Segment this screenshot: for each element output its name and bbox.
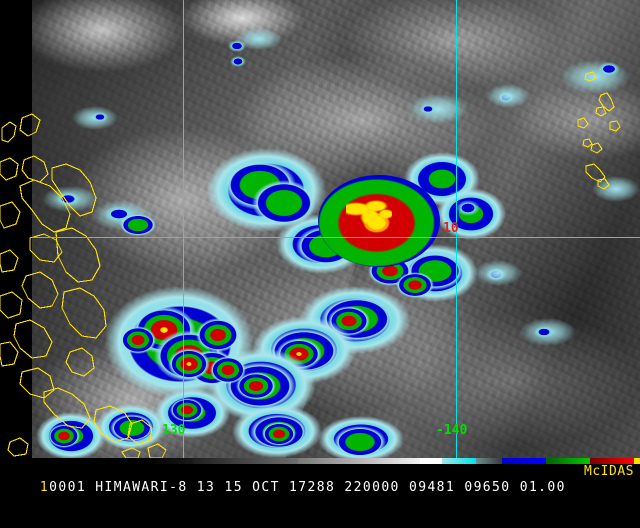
- gridline-parallel-10: [32, 237, 640, 238]
- satellite-image-canvas[interactable]: 130 -140 10: [0, 0, 640, 458]
- colorbar-segment-dark-gray: [193, 458, 298, 468]
- colorbar-segment-light-gray: [298, 458, 420, 468]
- gridline-meridian-140: [456, 0, 457, 458]
- coldest-cloud-tops: [346, 200, 392, 224]
- colorbar-segment-slate: [476, 458, 502, 468]
- gridline-label-130: 130: [162, 423, 186, 438]
- colorbar-segment-white: [420, 458, 442, 468]
- colorbar-segment-cyan: [442, 458, 476, 468]
- satellite-image-window: 130 -140 10 10001 HIMAWARI-8 13 15 OCT 1…: [0, 0, 640, 495]
- status-lead-digit: 1: [39, 480, 50, 495]
- enhanced-ir-colorbar: [145, 458, 640, 468]
- gridline-label-10: 10: [443, 221, 459, 236]
- mcidas-brand-label: McIDAS: [584, 464, 634, 479]
- status-text: 0001 HIMAWARI-8 13 15 OCT 17288 220000 0…: [49, 480, 566, 495]
- gridline-label-140: -140: [436, 423, 468, 438]
- colorbar-segment-red: [590, 458, 634, 468]
- colorbar-segment-yellow: [634, 458, 640, 468]
- colorbar-segment-blue: [502, 458, 546, 468]
- colorbar-segment-green: [546, 458, 590, 468]
- gridline-meridian-130: [183, 0, 184, 458]
- no-data-margin: [0, 0, 32, 458]
- colorbar-segment-black: [145, 458, 193, 468]
- status-bar: 10001 HIMAWARI-8 13 15 OCT 17288 220000 …: [0, 464, 640, 495]
